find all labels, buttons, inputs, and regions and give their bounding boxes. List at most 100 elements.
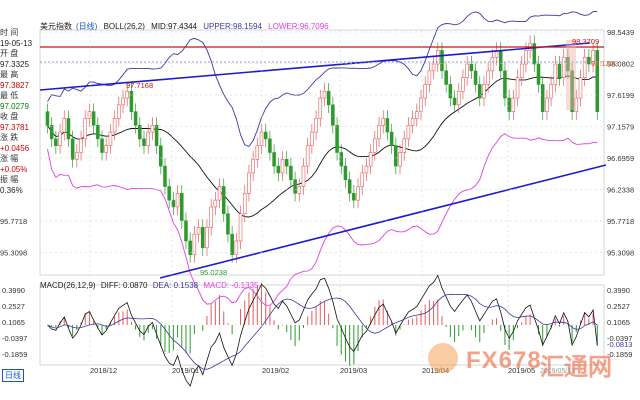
candle-body [578,77,583,99]
watermark-text-cn: 汇通网 [540,354,612,381]
candle-body [242,193,247,215]
low-value: 97.0279 [0,101,29,111]
high-value: 97.3827 [0,80,29,90]
candle-body [444,70,448,85]
candle-body [121,97,125,106]
candle-body [394,145,398,167]
candle-body [423,84,427,99]
candle-body [104,145,108,153]
macd-tick-label: -0.0397 [2,334,27,343]
candle-body [268,138,272,153]
candle-body [58,131,62,146]
price-tick-label: 98.0802 [607,60,634,69]
candle-body [419,97,423,112]
candle-body [440,50,444,72]
open-label: 开 盘 [0,49,19,58]
macd-label: MACD(26,12,9) [40,281,96,290]
tab-daily[interactable]: 日线 [2,369,24,382]
date-tick-label: 2019/03 [340,366,367,375]
macd-right-label: 0.3990 [607,286,630,295]
candle-body [188,240,192,255]
candle-body [138,124,142,140]
candle-body [272,152,276,167]
macd-header: MACD(26,12,9) DIFF: 0.0870 DEA: 0.1538 M… [40,281,261,290]
candle-body [180,193,184,221]
candle-body [117,104,121,119]
macd-tick-label: 0.3990 [2,286,25,295]
candle-body [276,165,281,174]
macd-tick-label: 0.1065 [2,318,25,327]
candle-body [280,159,285,174]
candle-body [368,152,373,167]
candle-body [108,131,113,146]
candle-body [234,240,239,255]
date-tick-label: 2019/05 [508,366,535,375]
candle-body [477,84,482,99]
boll-upper: UPPER:98.1594 [203,22,262,31]
macd-dea: DEA: 0.1538 [152,281,199,290]
date-tick-label: 2018/12 [90,366,117,375]
candle-body [465,63,469,78]
candle-body [75,152,79,160]
candle-body [96,124,100,140]
candle-body [163,165,167,187]
boll-lower-line [47,133,598,306]
price-tick-label-left: 95.3098 [0,249,27,258]
candle-body [448,84,453,99]
boll-label: BOLL(26,2) [103,22,145,31]
time-value: 19-05-13 [0,38,33,48]
candle-body [318,97,323,119]
candle-body [452,97,457,106]
date-tick-label: 2019/02 [262,366,289,375]
current-price-annotation: 98.1202 [591,59,618,68]
candle-body [532,43,537,65]
amp-label: 振 幅 [0,175,19,184]
candle-body [331,104,335,126]
period-badge[interactable]: (日线) [76,22,98,31]
candle-body [100,138,104,153]
watermark-date: 2019/05/13 [540,368,576,375]
candle-body [347,179,352,194]
price-tick-label: 95.3098 [607,249,634,258]
candle-body [352,193,356,201]
candle-body [49,124,54,140]
candle-body [507,97,511,112]
candle-body [339,152,344,167]
boll-upper-line [47,11,598,148]
macd-right-label: -0.0813 [607,340,632,349]
macd-diff: DIFF: 0.0870 [100,281,148,290]
candle-body [196,227,201,235]
candle-body [83,118,88,140]
pct-label: 涨 幅 [0,154,19,163]
change-label: 涨 跌 [0,133,19,142]
candle-body [125,90,129,99]
candle-body [503,70,507,99]
candle-body [364,165,369,174]
candle-body [473,70,478,85]
candle-body [79,138,83,153]
close-label: 收 盘 [0,112,19,121]
candle-body [381,118,385,126]
macd-right-label: 0.2527 [607,302,630,311]
candle-body [326,90,331,106]
candle-body [553,63,558,85]
candle-body [373,138,377,153]
macd-dea-line [47,293,598,370]
candle-body [154,124,159,146]
candle-body [142,138,146,146]
candle-body [305,145,310,167]
info-panel: 时 间 19-05-13 开 盘 97.3325 最 高 97.3827 最 低… [0,28,40,196]
candle-body [486,70,490,85]
candle-body [322,90,327,99]
candle-body [62,118,67,133]
candle-body [385,118,390,133]
chart-header: 美元指数 (日线) BOLL(26,2) MID:97.4344 UPPER:98… [40,21,333,32]
candle-body [469,63,474,72]
candle-body [431,63,436,72]
candle-body [91,111,96,126]
lower-trendline [159,164,607,279]
candle-body [545,97,549,112]
candle-body [175,193,180,208]
candle-body [310,131,314,146]
